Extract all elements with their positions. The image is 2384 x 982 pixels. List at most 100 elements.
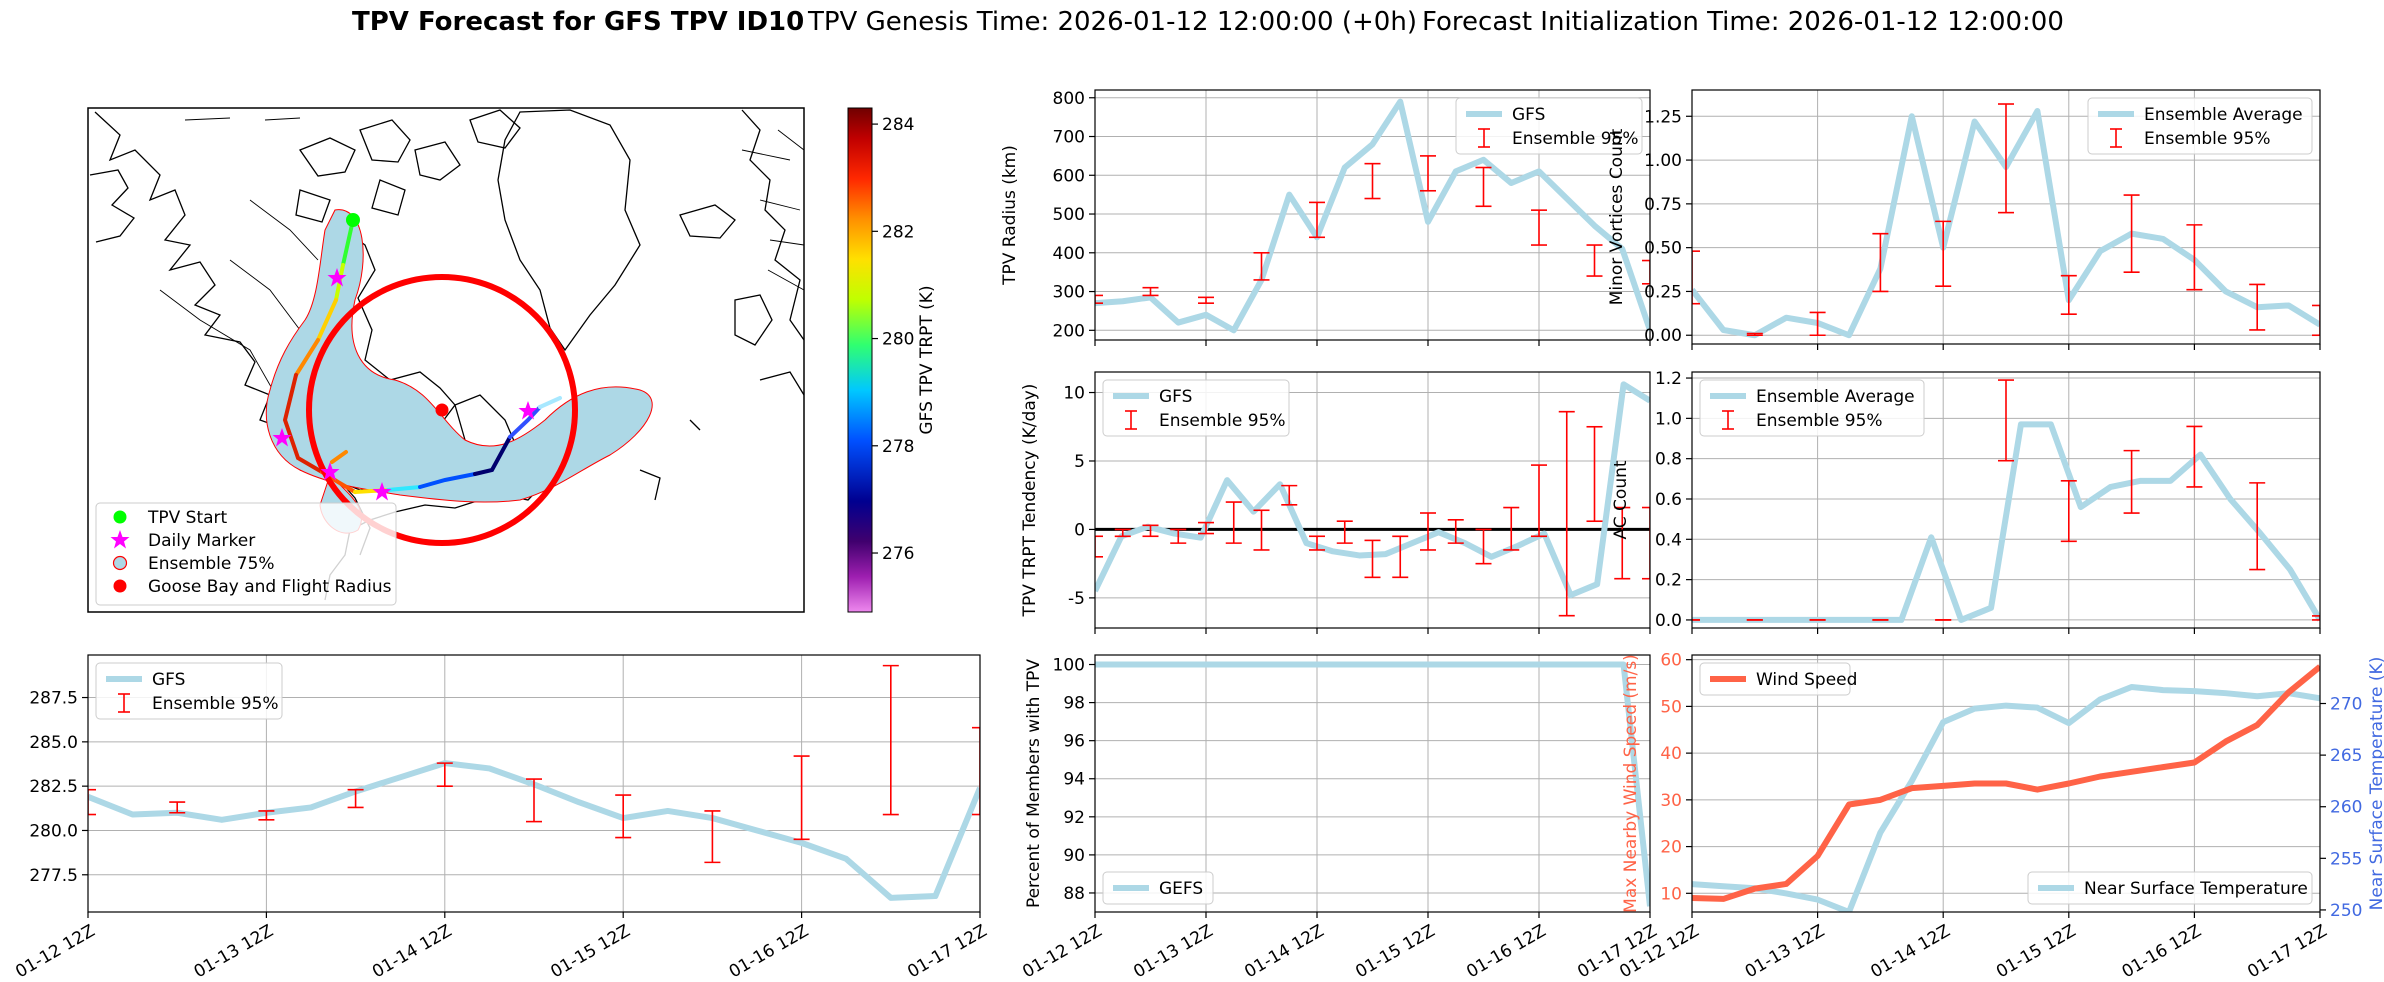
error-bar <box>1447 519 1464 544</box>
error-bar <box>1503 506 1520 551</box>
series-line-wind <box>1692 664 2320 902</box>
y-tick-label: -5 <box>1068 589 1085 609</box>
x-tick-label: 01-15 12Z <box>547 921 633 982</box>
track-seg-11 <box>508 405 542 439</box>
legend-label: Ensemble Average <box>1756 387 1915 407</box>
map-panel: TPV Start Daily Marker Ensemble 75% Goos… <box>87 107 805 613</box>
error-bar <box>882 664 899 816</box>
y-tick-label: 0.0 <box>1655 611 1682 631</box>
error-bar <box>436 762 453 787</box>
ensemble-75-area <box>265 209 653 503</box>
legend-box <box>1699 662 1851 696</box>
legend-label: GFS <box>152 670 185 690</box>
series-line-members <box>1095 661 1650 907</box>
error-bar <box>2060 480 2077 543</box>
daily-marker <box>327 268 347 287</box>
error-bar <box>1475 528 1492 565</box>
error-bar <box>972 726 980 816</box>
track-seg-3 <box>316 298 338 342</box>
y-tick-label: 0.25 <box>1644 282 1682 302</box>
error-bar <box>1142 286 1159 297</box>
title-bold: TPV Forecast for GFS TPV ID10 <box>352 7 804 37</box>
plot-area <box>1095 655 1650 912</box>
error-bar <box>1531 209 1547 246</box>
legend-start-icon <box>113 510 127 524</box>
error-bar <box>704 810 721 864</box>
x-tick-label: 01-13 12Z <box>1742 921 1828 982</box>
y-axis-label: Percent of Members with TPV <box>1024 659 1044 908</box>
legend-label: Near Surface Temperature <box>2084 879 2308 899</box>
y-axis-label: AC Count <box>1611 460 1631 539</box>
y-axis-label: Minor Vortices Count <box>1607 128 1627 305</box>
x-tick-label: 01-12 12Z <box>12 921 98 982</box>
daily-markers <box>272 268 538 501</box>
error-bar <box>1170 528 1187 544</box>
legend-label: GFS <box>1159 387 1192 407</box>
y-tick-label: 600 <box>1053 166 1085 186</box>
y-tick-label: 92 <box>1063 808 1085 828</box>
plot-marks <box>1692 664 2320 912</box>
chart-minor: 0.00 0.25 0.50 0.75 1.00 1.25 Minor Vortices C… <box>1607 89 2321 350</box>
error-bar <box>2312 304 2320 337</box>
y-tick-label: 94 <box>1063 770 1085 790</box>
y-tick-label: 96 <box>1063 732 1085 752</box>
plot-marks <box>1692 103 2320 339</box>
legend-ensemble-label: Ensemble 75% <box>148 554 275 574</box>
x-tick-label: 01-16 12Z <box>1463 921 1549 982</box>
series-line-radius <box>1095 98 1650 334</box>
y-tick-label: 60 <box>1660 651 1682 671</box>
error-bar <box>1935 220 1952 287</box>
error-bar <box>2249 283 2266 331</box>
error-bar <box>1309 201 1325 239</box>
tpv-start-marker <box>346 213 360 227</box>
y-tick-label: 1.2 <box>1655 369 1682 389</box>
y-tick-label: 1.25 <box>1644 107 1682 127</box>
colorbar-tick-label: 276 <box>882 544 914 564</box>
error-bar <box>2312 615 2320 621</box>
y-tick-label: 700 <box>1053 128 1085 148</box>
gfs-track <box>282 218 562 494</box>
y-tick-label: 0.6 <box>1655 490 1682 510</box>
legend-label: Ensemble 95% <box>2144 129 2271 149</box>
error-bar <box>1558 410 1575 617</box>
figure-title: TPV Forecast for GFS TPV ID10 TPV Genesi… <box>352 7 2064 37</box>
x-tick-label: 01-15 12Z <box>1993 921 2079 982</box>
error-bar <box>1198 296 1214 304</box>
iceland <box>679 204 736 239</box>
track-seg-8 <box>386 485 422 492</box>
error-bar <box>88 788 96 816</box>
error-bar <box>1309 535 1325 551</box>
error-bar <box>2123 194 2140 273</box>
track-seg-1 <box>341 218 355 267</box>
plot-marks <box>88 664 980 901</box>
y-tick-label: 1.00 <box>1644 151 1682 171</box>
error-bar <box>793 755 810 841</box>
error-bar <box>1253 251 1270 281</box>
y-tick-label: 280.0 <box>29 821 78 841</box>
error-bar <box>1095 535 1103 558</box>
y2-tick-label: 260 <box>2330 798 2362 818</box>
y-tick-label: 0.00 <box>1644 326 1682 346</box>
legend-goose-icon <box>113 579 127 593</box>
map-legend: TPV Start Daily Marker Ensemble 75% Goos… <box>95 502 397 606</box>
chart-members: 88 90 92 94 96 98 100 Percent of Members with T… <box>1019 654 1661 982</box>
legend-box <box>2087 97 2313 155</box>
plot-marks <box>1095 381 1650 617</box>
flight-radius-circle <box>306 274 578 546</box>
series-line-temperature <box>1692 683 2320 912</box>
plot-marks <box>1095 661 1650 907</box>
y-tick-label: 0.4 <box>1655 530 1682 550</box>
legend-box <box>1699 379 1925 437</box>
europe-borders <box>741 129 805 291</box>
plot-frame <box>1094 654 1651 913</box>
y-tick-label: 30 <box>1660 791 1682 811</box>
y-tick-label: 0 <box>1074 520 1085 540</box>
daily-marker <box>518 401 538 420</box>
error-bar <box>1142 524 1159 538</box>
legend-label: Ensemble 95% <box>1756 411 1883 431</box>
x-tick-label: 01-17 12Z <box>2244 921 2330 982</box>
plot-marks <box>1095 98 1650 334</box>
legend-start-label: TPV Start <box>147 508 228 528</box>
legend-label: GEFS <box>1159 879 1203 899</box>
